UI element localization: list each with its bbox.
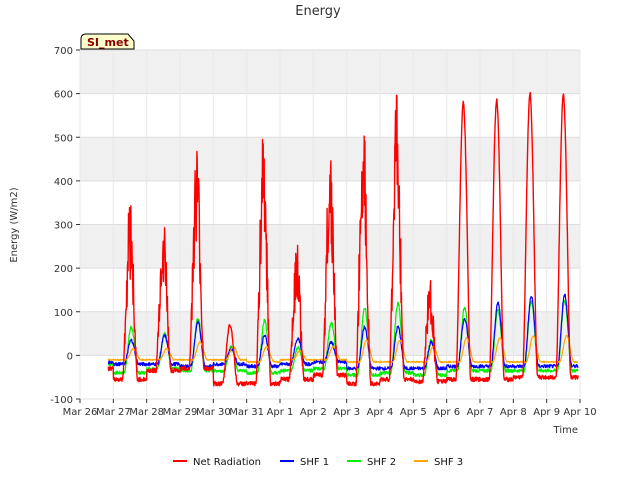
legend-label-shf-3: SHF 3 [434, 457, 463, 468]
y-tick-label: 400 [54, 177, 73, 188]
x-tick-label: Apr 2 [300, 407, 327, 418]
y-tick-label: 300 [54, 221, 73, 232]
x-tick-label: Apr 4 [367, 407, 394, 418]
x-tick-label: Apr 9 [533, 407, 560, 418]
legend-label-shf-1: SHF 1 [300, 457, 329, 468]
x-tick-label: Apr 1 [267, 407, 294, 418]
y-tick-label: -100 [50, 395, 73, 406]
y-tick-label: 100 [54, 308, 73, 319]
grid-band [80, 224, 580, 269]
site-label-box: SI_met [80, 33, 135, 50]
x-tick-label: Mar 30 [196, 407, 231, 418]
legend-label-net-radiation: Net Radiation [193, 457, 261, 468]
x-tick-label: Mar 29 [163, 407, 198, 418]
grid-band [80, 50, 580, 94]
x-tick-label: Apr 5 [400, 407, 427, 418]
x-axis-title: Time [553, 425, 578, 436]
x-tick-label: Apr 8 [500, 407, 527, 418]
x-tick-label: Mar 27 [96, 407, 131, 418]
x-tick-label: Apr 7 [467, 407, 494, 418]
y-axis-ticks: -100 0 100 200 300 400 500 600 700 [50, 46, 80, 406]
series-line-net-radiation [107, 91, 579, 387]
x-tick-label: Apr 6 [433, 407, 460, 418]
y-tick-label: 700 [54, 46, 73, 57]
chart-title: Energy [295, 4, 341, 19]
x-tick-label: Apr 10 [563, 407, 596, 418]
y-tick-label: 200 [54, 264, 73, 275]
legend-label-shf-2: SHF 2 [367, 457, 396, 468]
x-tick-label: Mar 31 [229, 407, 264, 418]
series-lines [107, 91, 579, 387]
x-tick-label: Apr 3 [333, 407, 360, 418]
series-line-shf-3 [107, 334, 579, 364]
legend: Net Radiation SHF 1 SHF 2 SHF 3 [173, 457, 463, 468]
y-axis-title: Energy (W/m2) [9, 187, 20, 262]
site-label: SI_met [87, 36, 129, 49]
y-tick-label: 600 [54, 90, 73, 101]
y-tick-label: 0 [67, 351, 73, 362]
x-tick-label: Mar 28 [129, 407, 164, 418]
y-tick-label: 500 [54, 133, 73, 144]
plot-area [79, 49, 581, 400]
series-line-shf-1 [107, 293, 579, 371]
x-tick-label: Mar 26 [63, 407, 98, 418]
grid-band [80, 311, 580, 356]
